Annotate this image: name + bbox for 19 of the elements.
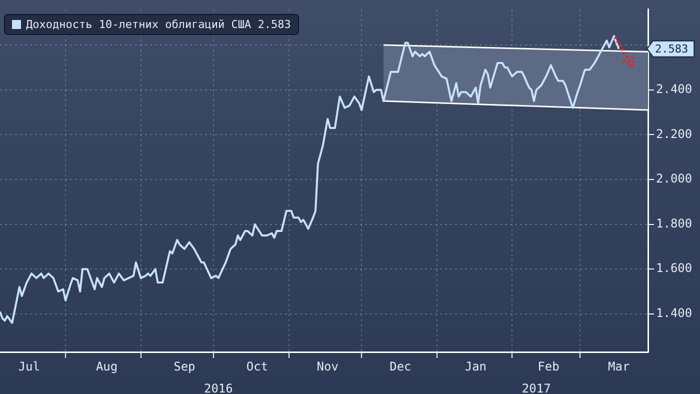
x-tick-label: Oct <box>246 359 268 374</box>
x2-tick-label: 2017 <box>522 381 551 394</box>
x-tick-label: Mar <box>608 359 630 374</box>
y-tick-label: 1.400 <box>656 306 692 320</box>
y-tick-label: 2.000 <box>656 172 692 186</box>
x-tick-label: Jan <box>464 359 487 374</box>
x-tick-label: Dec <box>390 359 412 374</box>
y-tick-label: 1.800 <box>656 216 692 230</box>
y-tick-label: 1.600 <box>656 261 692 276</box>
legend-label: Доходность 10-летних облигаций США 2.583 <box>26 18 291 31</box>
x-tick-label: Feb <box>538 359 560 374</box>
x2-tick-label: 2016 <box>204 381 233 394</box>
x-tick-label: Aug <box>96 359 118 374</box>
x-tick-label: Jul <box>18 359 40 374</box>
text: 2.583 <box>655 42 688 56</box>
y-tick-label: 2.400 <box>656 82 692 96</box>
y-tick-label: 2.200 <box>656 126 692 141</box>
x-tick-label: Sep <box>174 359 196 374</box>
x-tick-label: Nov <box>316 359 338 374</box>
